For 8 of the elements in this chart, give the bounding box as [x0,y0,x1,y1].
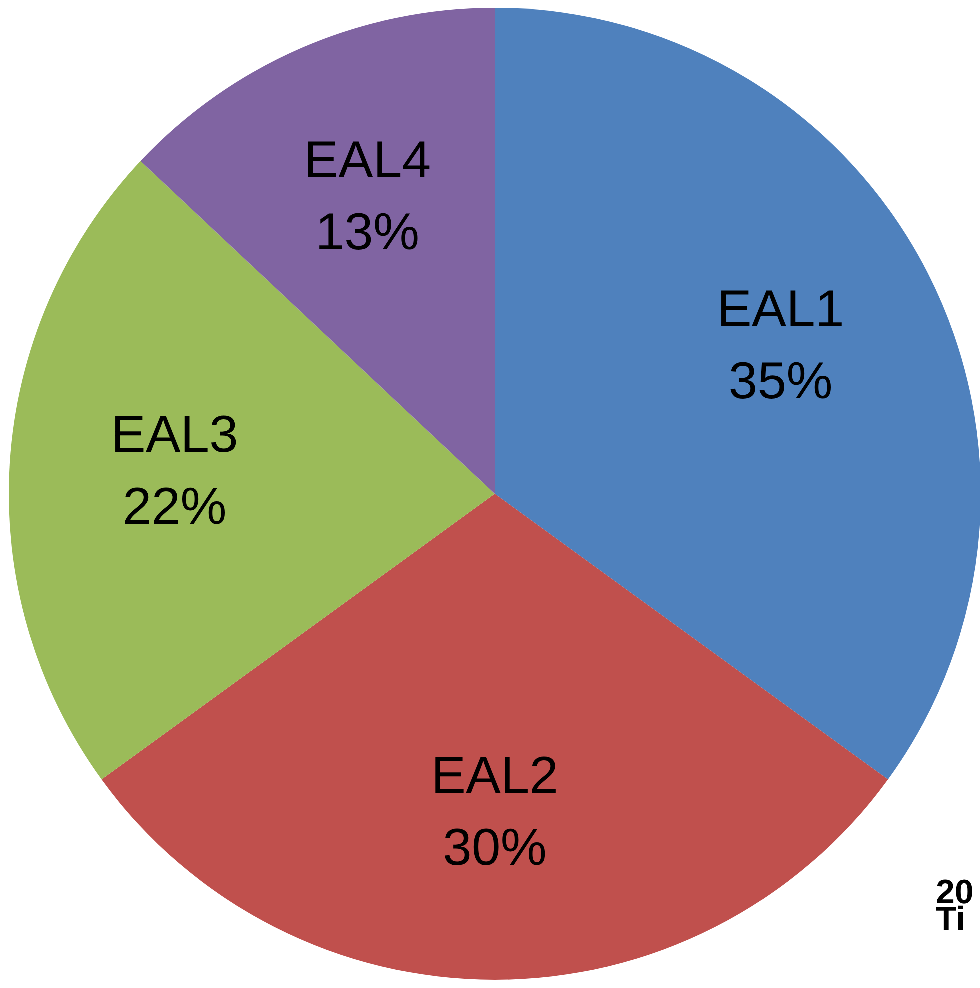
slice-label: EAL2 [431,746,559,805]
slice-label: EAL3 [111,406,238,464]
slice-label: EAL4 [304,132,432,190]
data-label: 22% [122,478,227,536]
data-label: 30% [442,818,548,877]
data-label: 35% [728,352,833,410]
data-label: 13% [316,204,420,262]
slice-label: EAL1 [717,280,844,338]
